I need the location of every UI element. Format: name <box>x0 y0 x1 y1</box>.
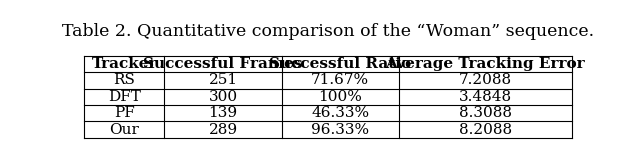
Text: 3.4848: 3.4848 <box>459 90 512 104</box>
Text: 71.67%: 71.67% <box>311 73 369 87</box>
Text: Average Tracking Error: Average Tracking Error <box>385 57 585 71</box>
Text: 96.33%: 96.33% <box>311 123 369 137</box>
Text: 289: 289 <box>209 123 237 137</box>
Text: 46.33%: 46.33% <box>311 106 369 120</box>
Text: Successful Ratio: Successful Ratio <box>269 57 412 71</box>
Text: 300: 300 <box>209 90 237 104</box>
Text: DFT: DFT <box>108 90 141 104</box>
Text: Tracker: Tracker <box>92 57 157 71</box>
Text: Successful Frames: Successful Frames <box>143 57 303 71</box>
Text: 251: 251 <box>209 73 237 87</box>
Text: PF: PF <box>114 106 134 120</box>
Text: Table 2. Quantitative comparison of the “Woman” sequence.: Table 2. Quantitative comparison of the … <box>62 23 594 40</box>
Text: 7.2088: 7.2088 <box>459 73 512 87</box>
Text: 139: 139 <box>209 106 237 120</box>
Text: 100%: 100% <box>318 90 362 104</box>
Text: 8.3088: 8.3088 <box>459 106 512 120</box>
Text: Our: Our <box>109 123 139 137</box>
Text: 8.2088: 8.2088 <box>459 123 512 137</box>
Text: RS: RS <box>113 73 135 87</box>
